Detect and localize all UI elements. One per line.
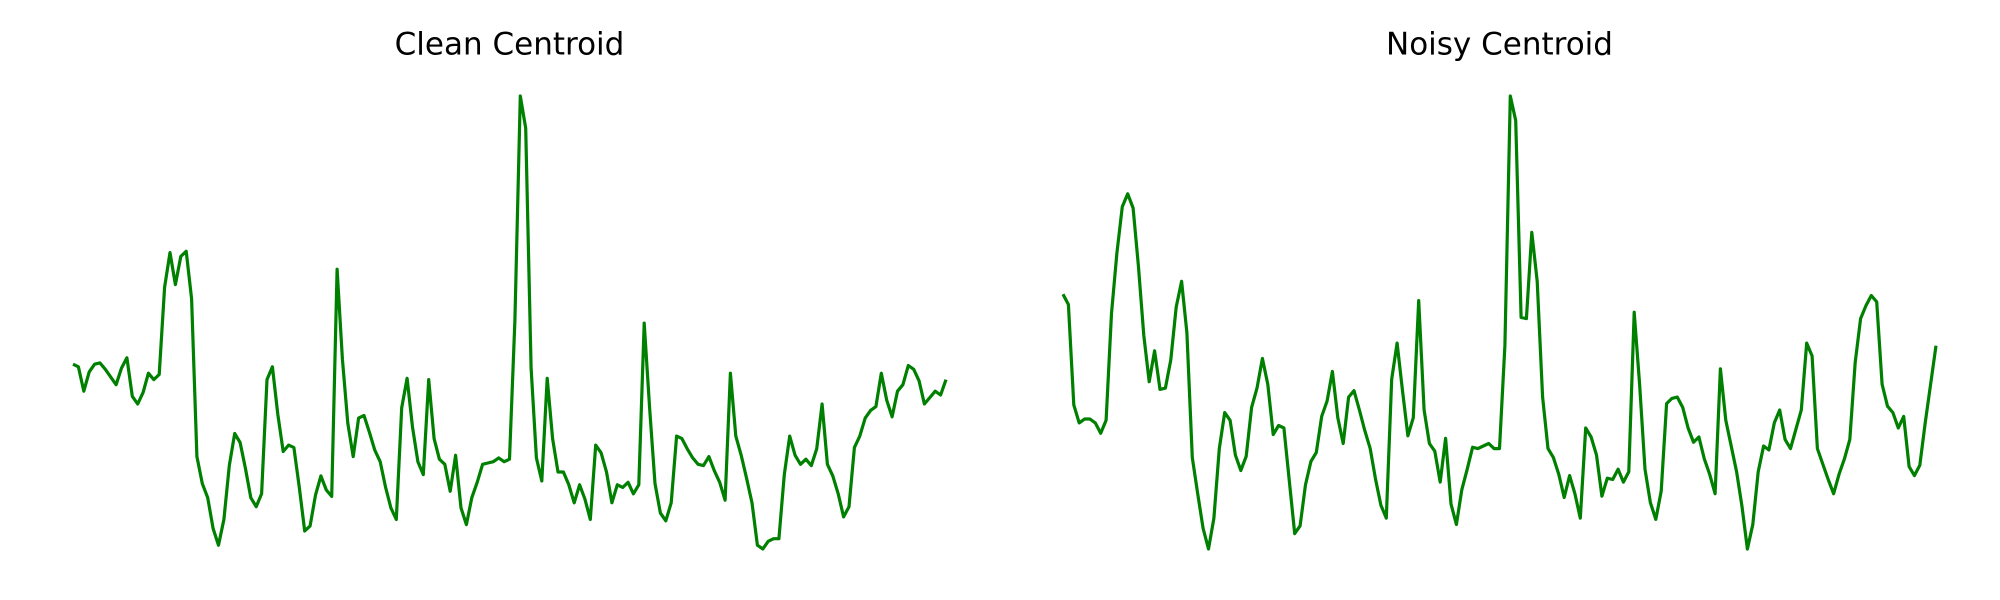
chart-title: Noisy Centroid: [1386, 27, 1613, 63]
chart-title: Clean Centroid: [395, 27, 625, 63]
data-line: [72, 94, 948, 551]
data-line: [1061, 94, 1938, 551]
